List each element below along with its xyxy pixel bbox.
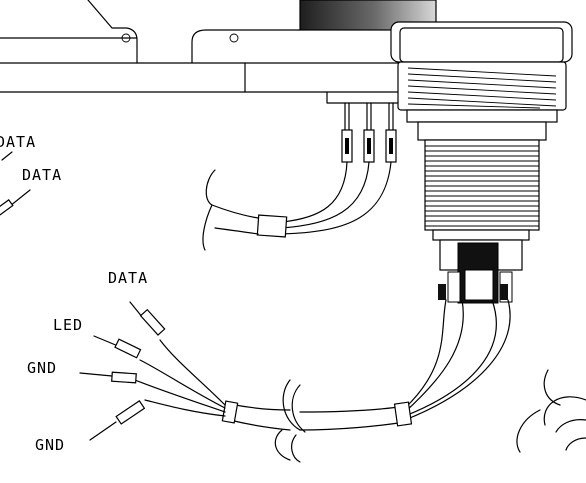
lower-pin-terminals [79,301,166,441]
pcb-header-pins [341,102,397,163]
upper-cable [202,161,392,251]
label-data: DATA [108,269,148,287]
panel-enclosure [0,0,399,104]
lower-cable [134,299,511,463]
right-cable-break [516,369,586,453]
top-left-leaders [0,151,31,216]
label-top-data-2: DATA [22,166,62,184]
label-gnd-1: GND [27,359,57,377]
label-gnd-2: GND [35,436,65,454]
label-led: LED [53,316,83,334]
button-cap [299,0,573,141]
threaded-body [424,139,540,304]
label-top-data-1: DATA [0,133,36,151]
